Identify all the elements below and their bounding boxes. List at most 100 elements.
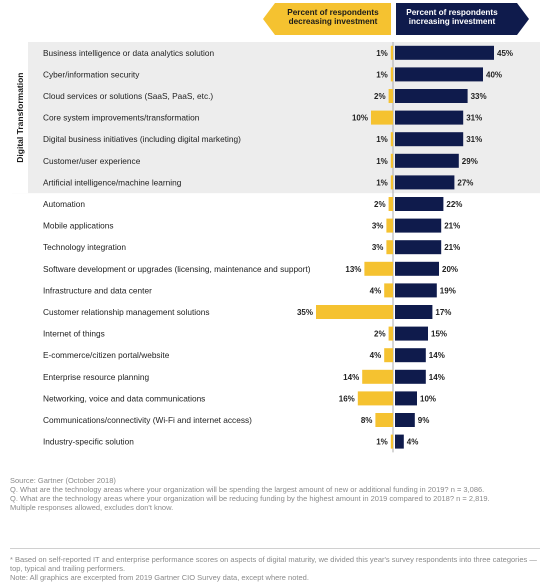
label-decreasing: 35% [297, 308, 313, 317]
bar-decreasing [388, 197, 393, 211]
bar-decreasing [375, 413, 393, 427]
bar-decreasing [390, 67, 393, 82]
label-increasing: 10% [420, 394, 436, 403]
bar-increasing [395, 261, 439, 276]
label-increasing: 40% [486, 70, 502, 79]
label-decreasing: 2% [374, 330, 386, 339]
label-increasing: 19% [440, 286, 456, 295]
category-label: Technology integration [43, 242, 126, 252]
label-increasing: 14% [429, 373, 445, 382]
header-increasing-label: increasing investment [409, 17, 496, 26]
bar-increasing [395, 110, 464, 125]
category-label: Digital business initiatives (including … [43, 134, 241, 144]
multiple-responses-note: Multiple responses allowed, excludes don… [10, 503, 174, 512]
bar-decreasing [357, 391, 393, 406]
category-label: Mobile applications [43, 221, 114, 231]
category-label: Cyber/information security [43, 69, 140, 79]
label-decreasing: 2% [374, 200, 386, 209]
bar-increasing [395, 434, 404, 449]
header-increasing-arrow [396, 3, 529, 35]
bar-decreasing [388, 89, 393, 103]
header-decreasing-label: decreasing investment [289, 17, 378, 26]
category-label: Networking, voice and data communication… [43, 393, 205, 403]
bar-increasing [395, 369, 426, 384]
bar-decreasing [364, 261, 393, 276]
bar-decreasing [388, 326, 393, 341]
bar-increasing [395, 348, 426, 363]
bar-decreasing [371, 110, 393, 125]
label-decreasing: 14% [343, 373, 359, 382]
bar-increasing [395, 175, 455, 190]
notes-divider [10, 548, 540, 549]
label-increasing: 14% [429, 351, 445, 360]
category-label: Industry-specific solution [43, 437, 134, 447]
label-decreasing: 3% [372, 243, 384, 252]
category-label: Enterprise resource planning [43, 372, 149, 382]
label-increasing: 20% [442, 265, 458, 274]
bar-increasing [395, 283, 437, 298]
label-decreasing: 13% [345, 265, 361, 274]
label-increasing: 22% [446, 200, 462, 209]
bar-increasing [395, 89, 468, 103]
bar-decreasing [390, 45, 393, 60]
bar-decreasing [390, 434, 393, 449]
label-increasing: 17% [435, 308, 451, 317]
bar-increasing [395, 132, 464, 147]
label-increasing: 33% [471, 92, 487, 101]
category-label: Communications/connectivity (Wi-Fi and i… [43, 415, 252, 425]
bar-decreasing [390, 132, 393, 147]
bar-increasing [395, 153, 459, 168]
footnote-maturity: * Based on self-reported IT and enterpri… [10, 555, 537, 573]
group-label-strip [12, 42, 28, 194]
category-label: Customer/user experience [43, 156, 141, 166]
label-decreasing: 1% [376, 49, 388, 58]
bar-decreasing [390, 175, 393, 190]
bar-decreasing [316, 305, 393, 319]
category-label: E-commerce/citizen portal/website [43, 350, 170, 360]
bar-increasing [395, 197, 444, 211]
category-label: Artificial intelligence/machine learning [43, 177, 182, 187]
label-decreasing: 1% [376, 438, 388, 447]
category-label: Software development or upgrades (licens… [43, 264, 311, 274]
header-increasing-label: Percent of respondents [406, 8, 498, 17]
label-increasing: 21% [444, 243, 460, 252]
category-label: Business intelligence or data analytics … [43, 48, 214, 58]
category-label: Internet of things [43, 329, 105, 339]
label-increasing: 45% [497, 49, 513, 58]
label-decreasing: 3% [372, 222, 384, 231]
label-decreasing: 16% [339, 394, 355, 403]
label-decreasing: 1% [376, 178, 388, 187]
category-label: Core system improvements/transformation [43, 113, 200, 123]
bar-increasing [395, 240, 442, 255]
bar-increasing [395, 218, 442, 233]
bar-increasing [395, 413, 415, 427]
label-decreasing: 1% [376, 70, 388, 79]
label-decreasing: 4% [370, 286, 382, 295]
category-label: Automation [43, 199, 85, 209]
label-increasing: 15% [431, 330, 447, 339]
label-increasing: 9% [418, 416, 430, 425]
label-decreasing: 2% [374, 92, 386, 101]
bar-decreasing [362, 369, 393, 384]
bar-decreasing [384, 348, 393, 363]
source-notes: Source: Gartner (October 2018) Q. What a… [10, 476, 540, 512]
category-label: Cloud services or solutions (SaaS, PaaS,… [43, 91, 213, 101]
bar-increasing [395, 305, 433, 319]
bar-increasing [395, 391, 417, 406]
source-line: Source: Gartner (October 2018) [10, 476, 116, 485]
header-decreasing-label: Percent of respondents [287, 8, 379, 17]
label-increasing: 4% [407, 438, 419, 447]
bar-increasing [395, 67, 483, 82]
bar-decreasing [390, 153, 393, 168]
bar-decreasing [386, 240, 393, 255]
label-increasing: 31% [466, 114, 482, 123]
bar-decreasing [384, 283, 393, 298]
label-decreasing: 1% [376, 135, 388, 144]
label-decreasing: 8% [361, 416, 373, 425]
label-increasing: 31% [466, 135, 482, 144]
label-decreasing: 4% [370, 351, 382, 360]
category-label: Customer relationship management solutio… [43, 307, 210, 317]
header-decreasing-arrow [263, 3, 391, 35]
footnote-source-note: Note: All graphics are excerpted from 20… [10, 573, 309, 582]
